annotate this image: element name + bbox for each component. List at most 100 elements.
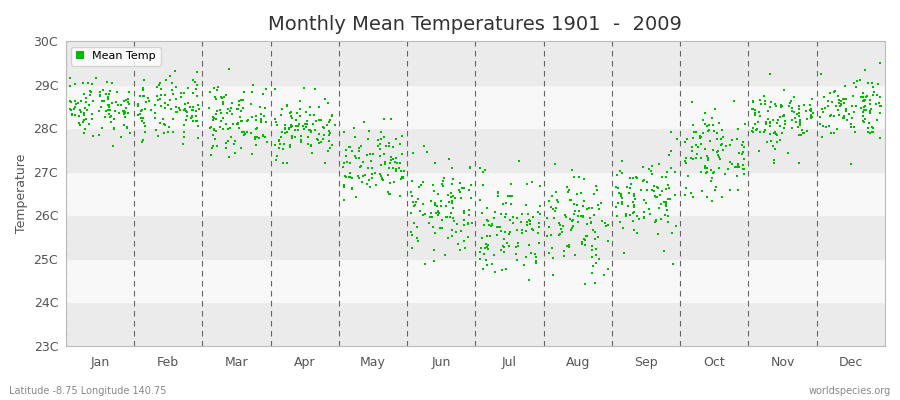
Point <box>445 165 459 171</box>
Point <box>133 111 148 117</box>
Point <box>122 100 136 107</box>
Point <box>572 208 586 214</box>
Point <box>734 142 749 148</box>
Point <box>387 178 401 185</box>
Point <box>505 193 519 200</box>
Point <box>137 120 151 126</box>
Point <box>226 121 240 127</box>
Point <box>222 65 237 72</box>
Point <box>382 143 396 149</box>
Point <box>832 100 846 106</box>
Point <box>646 183 661 189</box>
Point <box>254 116 268 122</box>
Point <box>180 113 194 120</box>
Point <box>152 82 166 88</box>
Point <box>858 116 872 122</box>
Point <box>710 151 724 158</box>
Point <box>735 149 750 155</box>
Point <box>142 98 157 104</box>
Point <box>438 252 453 258</box>
Point <box>544 204 558 210</box>
Point <box>297 126 311 132</box>
Point <box>301 134 315 140</box>
Point <box>757 128 771 135</box>
Point <box>122 130 137 136</box>
Point <box>858 96 872 103</box>
Point <box>585 254 599 260</box>
Point <box>614 191 628 197</box>
Point <box>368 182 382 188</box>
Point <box>355 143 369 150</box>
Point <box>661 181 675 188</box>
Point <box>373 141 387 147</box>
Point <box>500 239 514 246</box>
Point <box>225 110 239 117</box>
Point <box>187 78 202 85</box>
Point <box>532 220 546 226</box>
Point <box>623 185 637 191</box>
Point <box>567 201 581 208</box>
Point <box>862 120 877 126</box>
Point <box>849 84 863 90</box>
Point <box>519 222 534 229</box>
Point <box>686 122 700 128</box>
Point <box>64 107 78 113</box>
Point <box>237 88 251 95</box>
Point <box>649 217 663 224</box>
Point <box>700 164 715 171</box>
Point <box>404 210 419 216</box>
Point <box>763 104 778 110</box>
Point <box>377 116 392 123</box>
Point <box>68 81 82 87</box>
Point <box>575 213 590 220</box>
Point <box>207 127 221 133</box>
Point <box>866 125 880 132</box>
Point <box>761 116 776 122</box>
Point <box>359 180 374 187</box>
Point <box>560 184 574 190</box>
Point <box>594 200 608 206</box>
Point <box>623 175 637 182</box>
Point <box>117 109 131 116</box>
Point <box>477 251 491 257</box>
Point <box>585 270 599 276</box>
Point <box>576 176 590 182</box>
Point <box>405 232 419 239</box>
Point <box>594 218 608 225</box>
Point <box>698 163 712 170</box>
Point <box>737 170 751 177</box>
Point <box>494 247 508 253</box>
Point <box>106 126 121 132</box>
Point <box>274 112 288 119</box>
Point <box>695 187 709 194</box>
Point <box>427 188 441 195</box>
Point <box>825 99 840 106</box>
Point <box>106 143 121 150</box>
Point <box>585 243 599 250</box>
Point <box>643 211 657 217</box>
Point <box>320 122 335 128</box>
Point <box>410 234 424 241</box>
Point <box>436 181 450 188</box>
Point <box>668 192 682 198</box>
Point <box>119 105 133 111</box>
Point <box>763 123 778 129</box>
Point <box>486 215 500 221</box>
Point <box>285 115 300 121</box>
Point <box>629 174 643 180</box>
Point <box>463 164 477 170</box>
Point <box>833 98 848 104</box>
Point <box>131 103 146 110</box>
Point <box>284 132 299 139</box>
Point <box>222 125 237 131</box>
Point <box>694 154 708 161</box>
Point <box>533 182 547 189</box>
Point <box>793 116 807 123</box>
Point <box>386 156 400 162</box>
Point <box>658 212 672 218</box>
Point <box>136 137 150 144</box>
Point <box>544 192 559 199</box>
Point <box>480 217 494 223</box>
Point <box>172 105 186 111</box>
Point <box>211 84 225 90</box>
